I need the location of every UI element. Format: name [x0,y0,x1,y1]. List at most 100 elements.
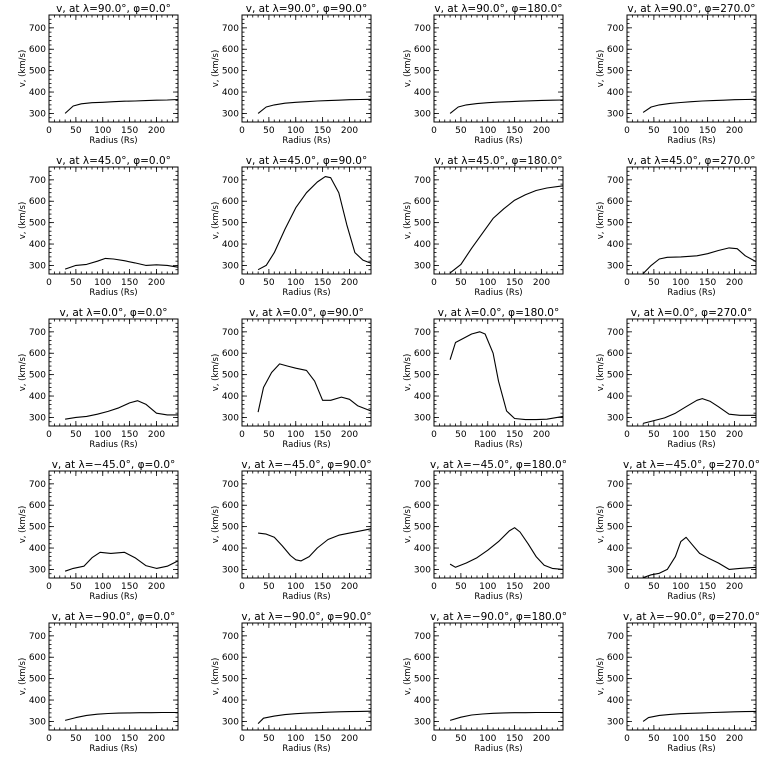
subplot: 0 50 100 150 200 300 400 500 600 700 v, at λ=45.0°… [211,155,372,298]
x-axis-label: Radius (Rs) [667,136,715,146]
velocity-profile-line [257,98,372,114]
x-tick-label: 100 [479,430,496,440]
x-tick-label: 150 [121,582,138,592]
y-tick-label: 400 [29,88,46,98]
y-tick-label: 300 [414,565,431,575]
x-tick-label: 100 [287,734,304,744]
x-tick-label: 200 [341,734,358,744]
y-tick-label: 600 [29,501,46,511]
y-tick-label: 600 [222,501,239,511]
velocity-profile-line [642,247,757,274]
x-tick-label: 200 [533,430,550,440]
x-tick-label: 0 [46,430,52,440]
x-tick-label: 100 [479,126,496,136]
y-tick-label: 600 [607,197,624,207]
plot-frame [433,622,564,731]
y-axis-label: v, (km/s) [596,506,606,544]
x-tick-label: 150 [121,734,138,744]
x-tick-label: 50 [70,278,82,288]
plot-frame [626,166,757,275]
velocity-profile-line [257,710,372,724]
plot-frame [433,318,564,427]
x-tick-label: 150 [699,278,716,288]
y-axis-label: v, (km/s) [403,506,413,544]
y-axis-label: v, (km/s) [596,50,606,88]
y-tick-label: 400 [607,240,624,250]
subplot: 0 50 100 150 200 300 400 500 600 700 v, at λ=90.0°… [211,3,372,146]
subplot-title: v, at λ=45.0°, φ=90.0° [246,155,367,167]
plot-frame [626,14,757,123]
x-axis-label: Radius (Rs) [667,288,715,298]
x-axis-label: Radius (Rs) [282,136,330,146]
y-tick-label: 400 [29,696,46,706]
plot-frame [626,622,757,731]
x-tick-label: 0 [239,430,245,440]
x-tick-label: 100 [672,278,689,288]
x-axis-label: Radius (Rs) [474,136,522,146]
x-tick-label: 100 [479,278,496,288]
x-tick-label: 0 [431,126,437,136]
x-tick-label: 50 [648,126,660,136]
subplot-title: v, at λ=90.0°, φ=0.0° [56,3,171,15]
subplot: 0 50 100 150 200 300 400 500 600 700 v, at λ=−45.0… [18,459,179,602]
velocity-profile-line [449,711,563,721]
velocity-profile-line [449,185,564,274]
y-axis-label: v, (km/s) [211,50,221,88]
x-tick-label: 200 [533,278,550,288]
x-tick-label: 150 [314,126,331,136]
x-tick-label: 150 [506,430,523,440]
y-axis-label: v, (km/s) [596,202,606,240]
subplot-title: v, at λ=−90.0°, φ=90.0° [241,611,371,623]
plot-frame [48,166,179,275]
y-tick-label: 600 [607,501,624,511]
velocity-profile-line [449,331,564,421]
plot-frame [433,166,564,275]
x-tick-label: 200 [341,278,358,288]
y-tick-label: 600 [607,349,624,359]
x-tick-label: 50 [648,430,660,440]
subplot: 0 50 100 150 200 300 400 500 600 700 v, at λ=90.0°… [18,3,179,146]
y-tick-label: 600 [607,45,624,55]
y-tick-label: 600 [222,45,239,55]
y-tick-label: 300 [222,261,239,271]
y-tick-label: 600 [414,653,431,663]
y-tick-label: 500 [414,371,431,381]
y-tick-label: 700 [29,632,46,642]
x-tick-label: 150 [506,278,523,288]
x-tick-label: 50 [648,278,660,288]
plot-frame [48,14,179,123]
y-tick-label: 300 [222,413,239,423]
x-tick-label: 200 [341,126,358,136]
x-tick-label: 0 [624,278,630,288]
x-tick-label: 100 [287,430,304,440]
plot-frame [48,470,179,579]
y-axis-label: v, (km/s) [211,202,221,240]
subplot-title: v, at λ=0.0°, φ=90.0° [249,307,364,319]
x-tick-label: 100 [672,582,689,592]
y-tick-label: 600 [222,349,239,359]
y-tick-label: 300 [29,109,46,119]
x-axis-label: Radius (Rs) [474,592,522,602]
y-axis-label: v, (km/s) [596,658,606,696]
x-axis-label: Radius (Rs) [89,440,137,450]
x-tick-label: 100 [479,734,496,744]
y-tick-label: 300 [222,109,239,119]
y-tick-label: 600 [222,653,239,663]
x-tick-label: 150 [506,734,523,744]
x-axis-label: Radius (Rs) [89,288,137,298]
subplot-title: v, at λ=−90.0°, φ=180.0° [430,611,567,623]
x-axis-label: Radius (Rs) [474,744,522,754]
x-tick-label: 200 [726,582,743,592]
y-tick-label: 400 [414,392,431,402]
x-tick-label: 100 [94,582,111,592]
x-tick-label: 100 [287,126,304,136]
y-tick-label: 600 [414,197,431,207]
velocity-profile-line [64,98,179,114]
x-tick-label: 50 [455,582,467,592]
y-tick-label: 300 [222,565,239,575]
x-tick-label: 200 [148,278,165,288]
y-tick-label: 700 [29,176,46,186]
x-tick-label: 0 [46,582,52,592]
y-tick-label: 300 [29,565,46,575]
subplot-title: v, at λ=−45.0°, φ=270.0° [623,459,760,471]
